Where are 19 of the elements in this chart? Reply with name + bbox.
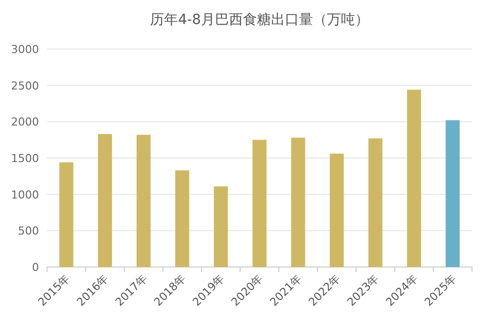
bar — [291, 138, 306, 267]
bar — [368, 138, 382, 267]
bar — [136, 134, 151, 267]
bar — [214, 186, 228, 267]
bar — [59, 162, 74, 267]
y-tick-label: 2000 — [11, 116, 39, 129]
y-tick-label: 2500 — [11, 79, 39, 92]
bar — [252, 140, 266, 267]
y-tick-label: 1500 — [11, 152, 39, 165]
bar — [175, 170, 190, 267]
y-tick-label: 1000 — [11, 188, 39, 202]
bar — [407, 90, 422, 267]
bar — [330, 154, 344, 267]
bar — [446, 120, 460, 267]
bar — [98, 134, 112, 267]
y-tick-label: 0 — [32, 261, 39, 274]
y-tick-label: 500 — [18, 224, 39, 238]
chart-title: 历年4-8月巴西食糖出口量（万吨） — [150, 12, 369, 28]
y-tick-label: 3000 — [11, 43, 39, 56]
